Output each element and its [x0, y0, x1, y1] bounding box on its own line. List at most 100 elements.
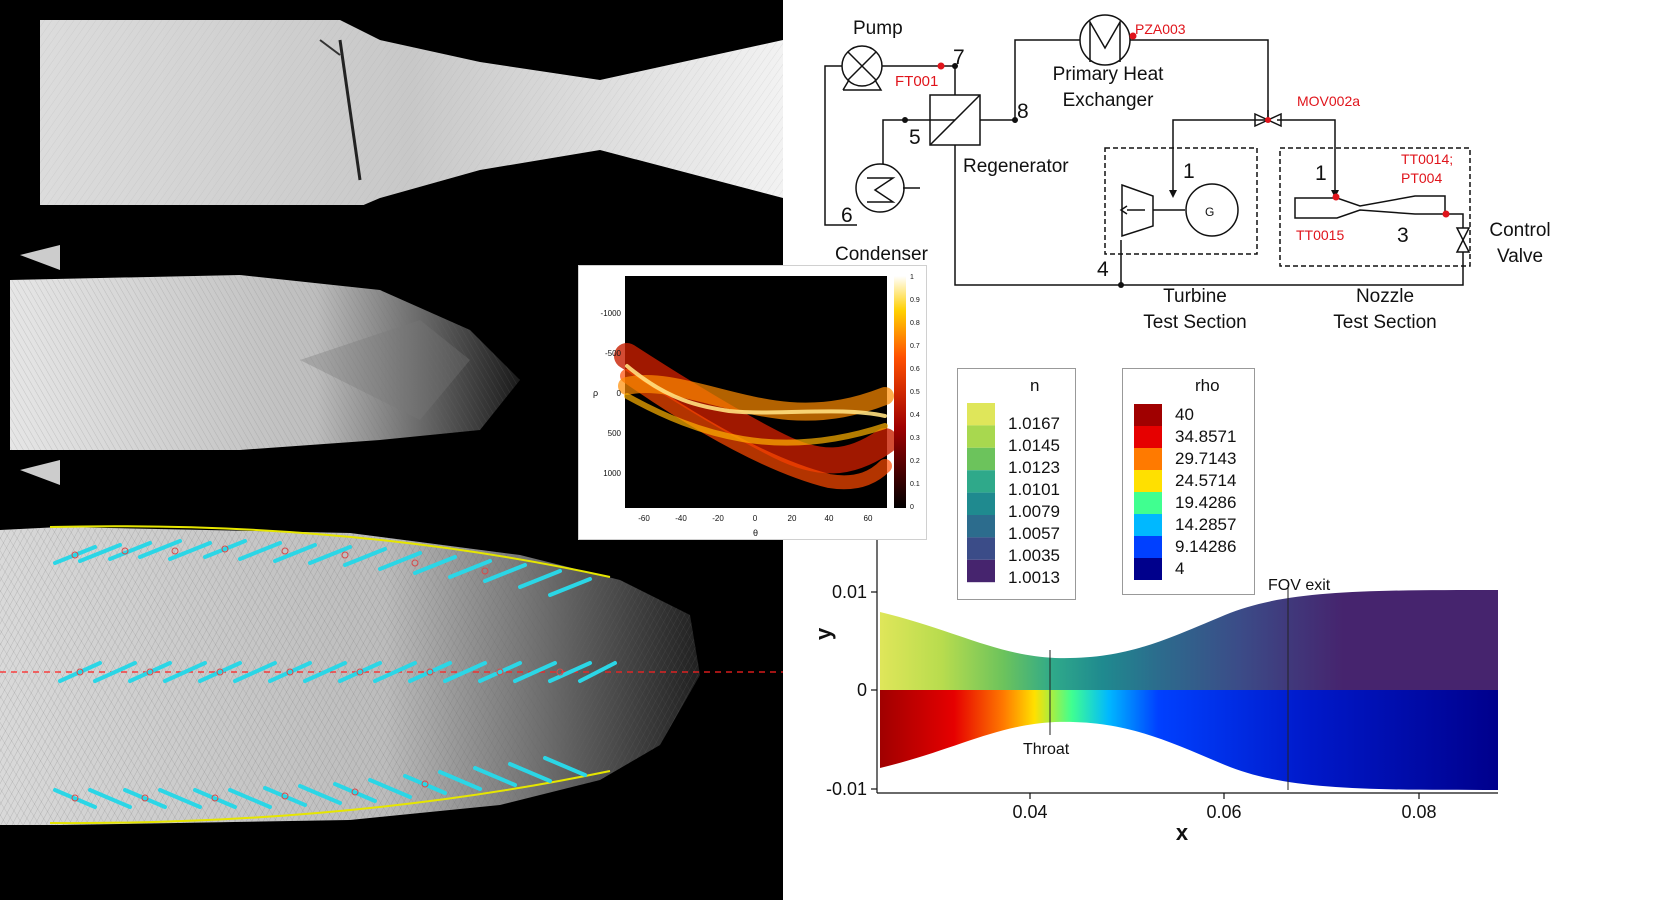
sensor-pza003: PZA003 — [1135, 21, 1186, 37]
legend-n-swatch — [967, 470, 995, 493]
nozzle-section-label: Nozzle Test Section — [1333, 286, 1437, 333]
state-point-7: 7 — [953, 46, 965, 69]
nozzle-ytick: 0.01 — [832, 582, 867, 602]
legend-n-level: 1.0123 — [1008, 458, 1060, 477]
state-point-6: 6 — [841, 204, 853, 227]
hough-ytick: -500 — [605, 349, 622, 358]
legend-n-level: 1.0101 — [1008, 480, 1060, 499]
nozzle-ytick: -0.01 — [826, 779, 867, 799]
state-point-8: 8 — [1017, 100, 1029, 123]
hough-xlabel: θ — [753, 528, 758, 538]
legend-rho-level: 40 — [1175, 405, 1194, 424]
hough-cbar-tick: 0.3 — [910, 435, 920, 442]
hough-ytick: 0 — [617, 389, 622, 398]
legend-n: n 1.0167 1.0145 1.0123 1.0101 1.0079 1.0… — [957, 368, 1076, 600]
control-valve-label: Control Valve — [1489, 220, 1551, 267]
hough-cbar-tick: 0.6 — [910, 366, 920, 373]
hough-xtick: -20 — [712, 514, 724, 523]
hough-cbar-tick: 0.9 — [910, 297, 920, 304]
legend-rho-swatch — [1134, 426, 1162, 448]
legend-rho-level: 24.5714 — [1175, 471, 1236, 490]
schlieren-photo-full-nozzle — [0, 0, 783, 240]
hough-cbar-tick: 0.7 — [910, 343, 920, 350]
hough-xtick: -60 — [638, 514, 650, 523]
legend-rho-swatch — [1134, 470, 1162, 492]
sensor-ft001: FT001 — [895, 73, 938, 90]
hough-ytick: 1000 — [603, 469, 621, 478]
legend-rho-swatch — [1134, 558, 1162, 580]
fov-exit-label: FOV exit — [1268, 577, 1331, 594]
hough-sinusoid-bands — [614, 343, 898, 490]
legend-n-swatch — [967, 559, 995, 583]
state-point-1-nozzle: 1 — [1315, 162, 1327, 185]
nozzle-icon — [1294, 195, 1446, 219]
legend-n-level: 1.0035 — [1008, 546, 1060, 565]
generator-icon — [1185, 183, 1239, 237]
legend-rho-level: 29.7143 — [1175, 449, 1236, 468]
turbine-icon — [1119, 183, 1185, 238]
sensor-mov002a: MOV002a — [1297, 93, 1360, 109]
hough-cbar-tick: 0.5 — [910, 389, 920, 396]
throat-label: Throat — [1023, 741, 1070, 758]
sensor-tt0014-pt004: TT0014; PT004 — [1401, 151, 1454, 186]
heat-exchanger-icon — [1079, 14, 1131, 66]
legend-rho-level: 4 — [1175, 559, 1184, 578]
state-point-5: 5 — [909, 126, 921, 149]
legend-rho-level: 34.8571 — [1175, 427, 1236, 446]
legend-rho: rho 40 34.8571 29.7143 24.5714 19.4286 1… — [1122, 368, 1255, 595]
legend-n-level: 1.0145 — [1008, 436, 1060, 455]
hough-cbar-tick: 0.4 — [910, 412, 920, 419]
nozzle-axes — [871, 540, 1498, 799]
piping — [824, 39, 1464, 286]
legend-rho-swatch — [1134, 404, 1162, 426]
legend-n-swatch — [967, 515, 995, 538]
legend-rho-level: 14.2857 — [1175, 515, 1236, 534]
legend-rho-swatch — [1134, 492, 1162, 514]
pump-label: Pump — [853, 18, 903, 39]
hough-colorbar — [894, 276, 906, 508]
nozzle-section-box — [1279, 147, 1471, 267]
nozzle-ytick: 0 — [857, 680, 867, 700]
hough-xtick: 40 — [825, 514, 834, 523]
legend-rho-swatch — [1134, 448, 1162, 470]
legend-n-level: 1.0057 — [1008, 524, 1060, 543]
nozzle-lower-half-rho — [880, 690, 1498, 790]
nozzle-xlabel: x — [1176, 820, 1189, 845]
hough-ytick: 500 — [608, 429, 622, 438]
hough-cbar-tick: 0 — [910, 504, 914, 511]
legend-rho-level: 19.4286 — [1175, 493, 1236, 512]
condenser-label: Condenser — [835, 244, 929, 265]
schlieren-photo-stack — [0, 0, 783, 900]
legend-rho-title: rho — [1195, 376, 1220, 395]
hough-transform-plot: ρ θ -1000 -500 0 500 1000 -60 -40 -20 0 … — [578, 265, 927, 540]
state-point-3: 3 — [1397, 224, 1409, 247]
state-point-4: 4 — [1097, 258, 1109, 281]
hough-ylabel: ρ — [593, 388, 598, 398]
control-valve-icon — [1445, 213, 1471, 260]
sensor-markers — [937, 32, 1450, 218]
legend-rho-swatch — [1134, 536, 1162, 558]
legend-n-swatch — [967, 425, 995, 448]
legend-n-level: 1.0013 — [1008, 568, 1060, 587]
test-rig-schematic: Pump Regenerator Condenser G Primary Hea… — [815, 0, 1653, 360]
legend-n-swatch — [967, 403, 995, 426]
legend-n-swatch — [967, 537, 995, 560]
legend-n-level: 1.0167 — [1008, 414, 1060, 433]
state-point-1-turbine: 1 — [1183, 160, 1195, 183]
nozzle-xtick: 0.06 — [1206, 802, 1241, 822]
hough-cbar-tick: 0.8 — [910, 320, 920, 327]
hough-ytick: -1000 — [601, 309, 622, 318]
nozzle-ylabel: y — [811, 627, 836, 640]
regenerator-label: Regenerator — [963, 156, 1069, 177]
legend-n-swatch — [967, 447, 995, 471]
nozzle-contour-plot: Throat FOV exit 0.01 0 -0.01 0.04 0.06 0… — [805, 540, 1653, 900]
turbine-section-box — [1104, 147, 1258, 255]
legend-n-swatch — [967, 492, 995, 515]
schlieren-photo-with-detected-lines — [0, 485, 783, 900]
legend-n-title: n — [1030, 376, 1039, 395]
pump-icon — [841, 45, 883, 91]
hough-cbar-tick: 0.2 — [910, 458, 920, 465]
legend-rho-swatch — [1134, 514, 1162, 536]
turbine-section-label: Turbine Test Section — [1143, 286, 1247, 333]
hough-xtick: -40 — [675, 514, 687, 523]
